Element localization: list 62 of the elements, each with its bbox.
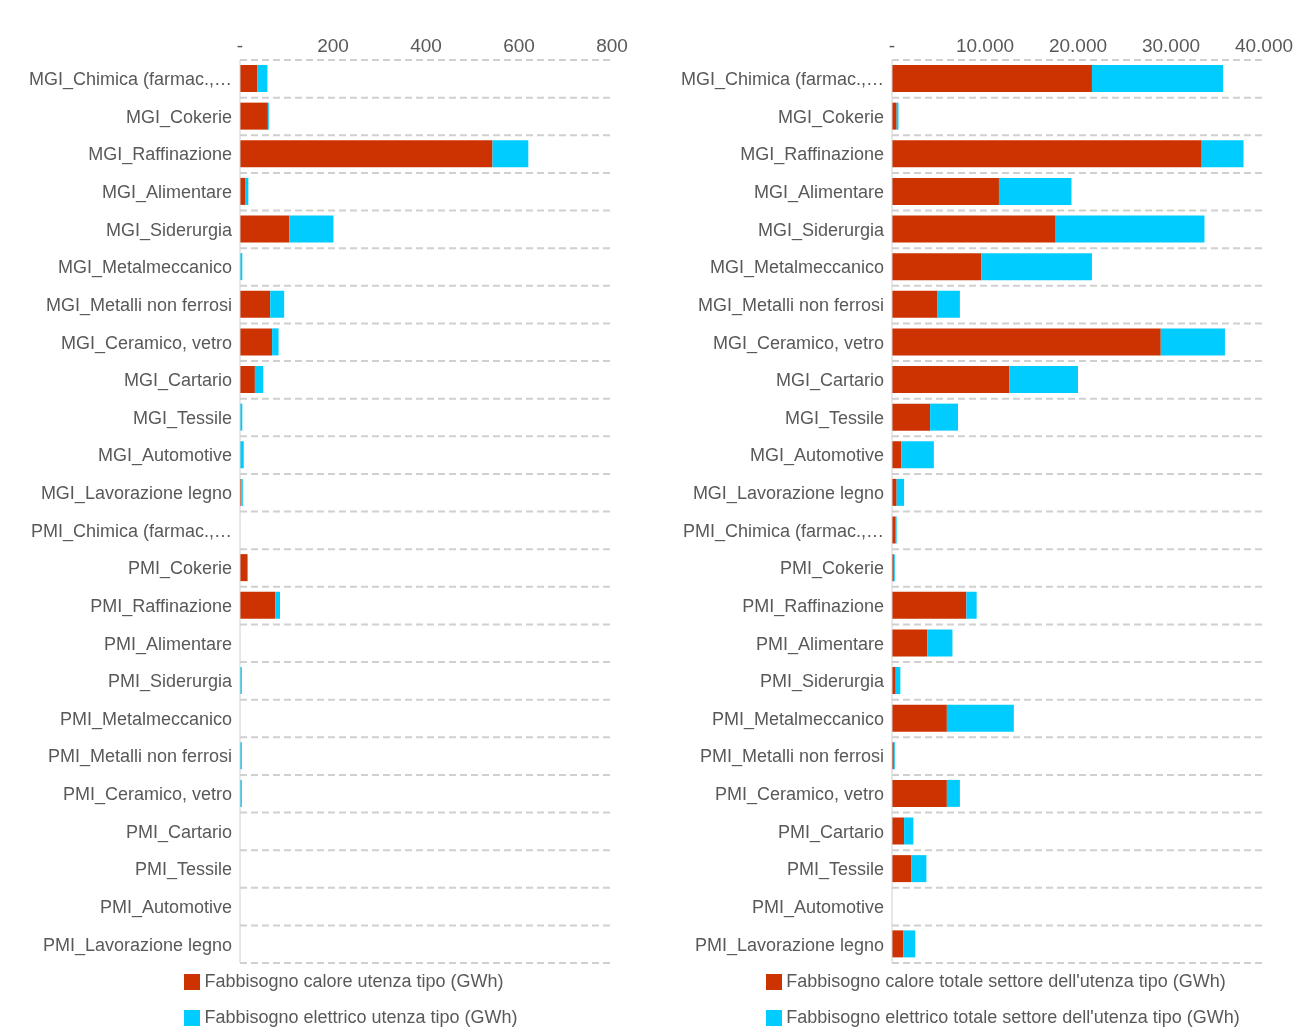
y-tick-label: PMI_Automotive [99, 896, 232, 918]
y-tick-label: MGI_Alimentare [753, 182, 884, 204]
y-tick-label: MGI_Lavorazione legno [692, 483, 884, 505]
y-tick-label: MGI_Tessile [784, 407, 884, 429]
y-tick-label: MGI_Metalli non ferrosi [697, 294, 884, 316]
y-tick-label: MGI_Cartario [123, 370, 232, 392]
y-tick-label: PMI_Cokerie [127, 558, 232, 580]
y-tick-label: MGI_Raffinazione [740, 144, 884, 166]
y-tick-label: PMI_Lavorazione legno [42, 934, 232, 956]
x-tick-label: 10.000 [955, 35, 1015, 56]
legend-label: Fabbisogno calore utenza tipo (GWh) [204, 971, 504, 991]
y-tick-label: PMI_Siderurgia [107, 671, 233, 693]
y-tick-label: PMI_Alimentare [755, 633, 884, 655]
y-tick-label: MGI_Chimica (farmac.,… [28, 69, 232, 91]
y-tick-label: PMI_Automotive [751, 896, 884, 918]
y-tick-label: PMI_Chimica (farmac.,… [682, 520, 884, 542]
y-tick-label: MGI_Automotive [97, 445, 232, 467]
y-tick-label: PMI_Ceramico, vetro [62, 784, 232, 806]
y-tick-label: MGI_Chimica (farmac.,… [680, 69, 884, 91]
y-tick-label: PMI_Tessile [134, 859, 232, 881]
y-tick-label: MGI_Cokerie [125, 106, 232, 128]
y-tick-label: PMI_Chimica (farmac.,… [30, 520, 232, 542]
y-tick-label: MGI_Metalmeccanico [709, 257, 884, 279]
y-tick-label: MGI_Ceramico, vetro [60, 332, 232, 354]
y-tick-label: PMI_Raffinazione [742, 595, 884, 617]
y-tick-label: MGI_Tessile [132, 407, 232, 429]
y-tick-label: MGI_Cartario [775, 370, 884, 392]
legend-label: Fabbisogno elettrico utenza tipo (GWh) [204, 1007, 518, 1027]
x-tick-label: 40.000 [1234, 35, 1294, 56]
y-tick-label: MGI_Raffinazione [88, 144, 232, 166]
x-tick-label: - [888, 35, 896, 56]
y-tick-label: PMI_Metalli non ferrosi [699, 746, 884, 768]
x-tick-label: - [236, 35, 244, 56]
x-tick-label: 600 [503, 35, 535, 56]
y-tick-label: MGI_Metalmeccanico [57, 257, 232, 279]
y-tick-label: MGI_Metalli non ferrosi [45, 294, 232, 316]
x-tick-label: 400 [410, 35, 442, 56]
y-tick-label: MGI_Siderurgia [757, 219, 885, 241]
y-tick-label: PMI_Lavorazione legno [694, 934, 884, 956]
y-tick-label: PMI_Metalmeccanico [711, 708, 884, 730]
y-tick-label: PMI_Raffinazione [90, 595, 232, 617]
y-tick-label: PMI_Tessile [786, 859, 884, 881]
x-tick-label: 200 [317, 35, 349, 56]
y-tick-label: PMI_Alimentare [103, 633, 232, 655]
y-tick-label: MGI_Cokerie [777, 106, 884, 128]
y-tick-label: PMI_Ceramico, vetro [714, 784, 884, 806]
y-tick-label: MGI_Automotive [749, 445, 884, 467]
legend-label: Fabbisogno calore totale settore dell'utenza tipo (GWh) [786, 971, 1226, 991]
y-tick-label: PMI_Metalmeccanico [59, 708, 232, 730]
y-tick-label: PMI_Cartario [125, 821, 232, 843]
y-tick-label: PMI_Cartario [777, 821, 884, 843]
x-tick-label: 30.000 [1141, 35, 1201, 56]
y-tick-label: PMI_Siderurgia [759, 671, 885, 693]
legend-label: Fabbisogno elettrico totale settore dell'utenza tipo (GWh) [786, 1007, 1240, 1027]
x-tick-label: 20.000 [1048, 35, 1108, 56]
y-tick-label: MGI_Alimentare [101, 182, 232, 204]
x-tick-label: 800 [596, 35, 628, 56]
y-tick-label: PMI_Cokerie [779, 558, 884, 580]
y-tick-label: MGI_Ceramico, vetro [712, 332, 884, 354]
y-tick-label: MGI_Siderurgia [105, 219, 233, 241]
y-tick-label: MGI_Lavorazione legno [40, 483, 232, 505]
y-tick-label: PMI_Metalli non ferrosi [47, 746, 232, 768]
